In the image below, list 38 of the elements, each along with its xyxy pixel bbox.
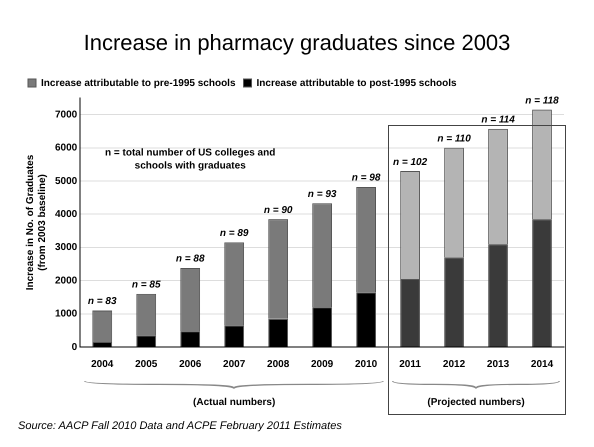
annotation: n = total number of US colleges and schools with graduates (105, 148, 276, 172)
annotation: n = 89 (220, 228, 249, 240)
x-tick-label: 2011 (399, 358, 422, 370)
y-tick-label: 7000 (54, 109, 78, 120)
annotation: n = 110 (437, 134, 472, 145)
y-tick-label: 3000 (54, 242, 78, 254)
annotation: n = 90 (264, 204, 293, 216)
y-tick-label: 0 (72, 342, 78, 353)
annotation: n = 102 (392, 156, 428, 168)
legend-label: Increase attributable to post-1995 schools (256, 78, 458, 89)
y-tick-label: 4000 (54, 208, 78, 220)
chart-title: Increase in pharmacy graduates since 2003 (82, 30, 512, 56)
x-tick-label: 2012 (442, 358, 466, 370)
x-tick-label: 2008 (267, 358, 290, 370)
x-tick-label: 2006 (179, 358, 202, 370)
x-tick-label: 2009 (311, 358, 334, 370)
y-tick-label: 2000 (54, 275, 78, 286)
annotation: n = 83 (88, 296, 117, 308)
annotation: n = 85 (132, 280, 161, 291)
source-note: Source: AACP Fall 2010 Data and ACPE February 2011 Estimates (18, 420, 342, 432)
legend-label: Increase attributable to pre-1995 schools (41, 78, 236, 89)
x-tick-label: 2007 (223, 358, 246, 370)
annotation: n = 114 (481, 114, 516, 126)
x-tick-label: 2005 (135, 358, 158, 370)
annotation: n = 93 (308, 188, 337, 200)
x-tick-label: 2014 (530, 358, 554, 370)
y-axis-title: Increase in No. of Graduates (from 2003 baseline) (24, 154, 48, 290)
annotation: n = 98 (352, 172, 381, 184)
annotation: n = 118 (525, 95, 560, 106)
y-tick-label: 5000 (54, 176, 78, 187)
annotation: n = 88 (176, 254, 205, 265)
x-tick-label: 2013 (486, 358, 510, 370)
x-tick-label: 2010 (354, 358, 378, 370)
text: (Projected numbers) (427, 396, 525, 408)
x-tick-label: 2004 (91, 358, 114, 370)
y-tick-label: 1000 (54, 308, 78, 320)
y-tick-label: 6000 (54, 142, 78, 154)
text: (Actual numbers) (193, 396, 276, 408)
